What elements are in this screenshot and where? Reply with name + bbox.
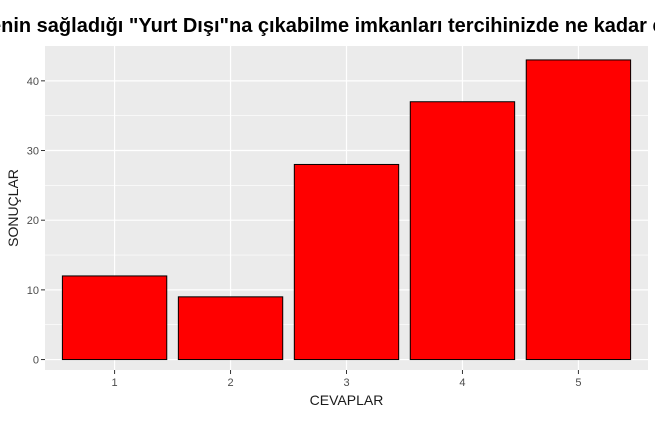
chart-title: enin sağladığı "Yurt Dışı"na çıkabilme i… xyxy=(0,15,655,37)
y-tick-label: 30 xyxy=(27,146,39,158)
y-tick-label: 0 xyxy=(33,355,39,367)
x-axis-title: CEVAPLAR xyxy=(310,392,384,408)
bar xyxy=(177,296,284,361)
bar xyxy=(61,275,168,361)
x-tick-label: 1 xyxy=(112,377,118,389)
y-axis-title: SONUÇLAR xyxy=(5,169,21,247)
bar xyxy=(409,101,516,361)
x-tick-label: 5 xyxy=(575,377,581,389)
bar xyxy=(293,163,400,361)
y-tick-label: 10 xyxy=(27,285,39,297)
x-tick-label: 3 xyxy=(343,377,349,389)
x-tick-label: 4 xyxy=(459,377,465,389)
bars xyxy=(61,59,632,361)
y-axis: 0 10 20 30 40 xyxy=(27,76,45,367)
x-tick-label: 2 xyxy=(227,377,233,389)
y-tick-label: 40 xyxy=(27,76,39,88)
bar xyxy=(525,59,632,361)
y-tick-label: 20 xyxy=(27,215,39,227)
x-axis: 1 2 3 4 5 xyxy=(112,370,581,389)
